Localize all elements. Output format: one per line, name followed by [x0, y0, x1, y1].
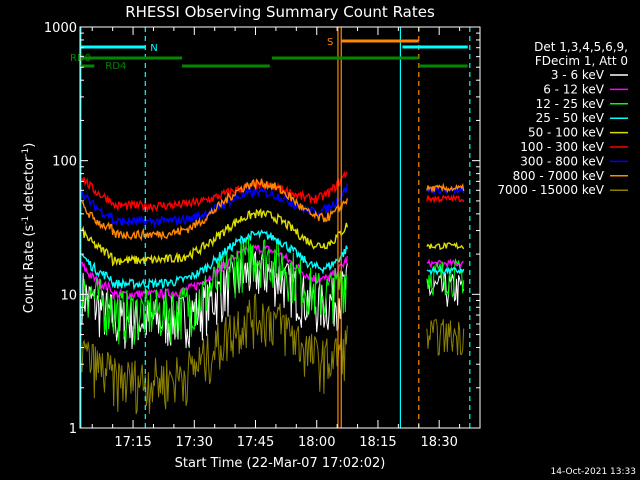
- legend-entry-1: 3 - 6 keV: [551, 68, 605, 82]
- footer-date: 14-Oct-2021 13:33: [551, 467, 636, 477]
- series-line-late-8: [426, 182, 465, 194]
- legend: Det 1,3,4,5,6,9, FDecim 1, Att 0 3 - 6 k…: [497, 40, 628, 197]
- legend-entry-4: 25 - 50 keV: [536, 111, 605, 125]
- legend-entry-6: 100 - 300 keV: [520, 140, 604, 154]
- x-axis-label: Start Time (22-Mar-07 17:02:02): [175, 456, 386, 471]
- plot-frame: [79, 26, 481, 429]
- saa-label: S: [327, 37, 333, 48]
- series-line-late-3: [426, 257, 465, 298]
- series-line-late-5: [426, 241, 465, 251]
- rd4-label: RD4: [105, 61, 126, 72]
- x-tick-label: 17:15: [114, 435, 151, 450]
- series-line-4: [81, 229, 348, 291]
- legend-entry-8: 800 - 7000 keV: [513, 169, 605, 183]
- series-line-9: [81, 293, 348, 415]
- rd0-label: RD0: [70, 53, 91, 64]
- y-axis-label-main: Count Rate (s: [22, 225, 37, 314]
- y-axis-label-mid: detector: [22, 156, 37, 216]
- y-tick-label: 100: [52, 155, 77, 170]
- y-tick-label: 1: [69, 422, 77, 437]
- y-axis-label-end: ): [22, 143, 37, 148]
- legend-entry-7: 300 - 800 keV: [520, 154, 604, 168]
- legend-entry-3: 12 - 25 keV: [536, 97, 605, 111]
- x-tick-label: 18:15: [359, 435, 396, 450]
- legend-entry-2: 6 - 12 keV: [543, 82, 605, 96]
- x-tick-label: 17:30: [176, 435, 213, 450]
- series-line-late-4: [426, 265, 465, 277]
- y-tick-label: 1000: [44, 21, 77, 36]
- y-tick-label: 10: [60, 288, 77, 303]
- series-line-8: [81, 178, 348, 242]
- x-tick-label: 18:00: [298, 435, 335, 450]
- x-tick-label: 18:30: [420, 435, 457, 450]
- legend-header-1: Det 1,3,4,5,6,9,: [534, 40, 628, 54]
- y-axis-label: Count Rate (s-1 detector-1): [21, 143, 37, 314]
- x-tick-label: 17:45: [237, 435, 274, 450]
- y-axis-label-sup2: -1: [21, 148, 31, 157]
- legend-entry-5: 50 - 100 keV: [528, 126, 605, 140]
- y-axis-label-sup1: -1: [21, 216, 31, 225]
- series-line-6: [81, 170, 348, 214]
- series-line-5: [81, 208, 348, 267]
- night-label: N: [150, 43, 157, 54]
- legend-entry-9: 7000 - 15000 keV: [497, 183, 604, 197]
- series-line-3: [81, 237, 348, 345]
- series-line-late-6: [426, 193, 465, 204]
- chart-title: RHESSI Observing Summary Count Rates: [125, 3, 435, 21]
- series-line-late-9: [426, 318, 465, 357]
- legend-header-2: FDecim 1, Att 0: [535, 54, 628, 68]
